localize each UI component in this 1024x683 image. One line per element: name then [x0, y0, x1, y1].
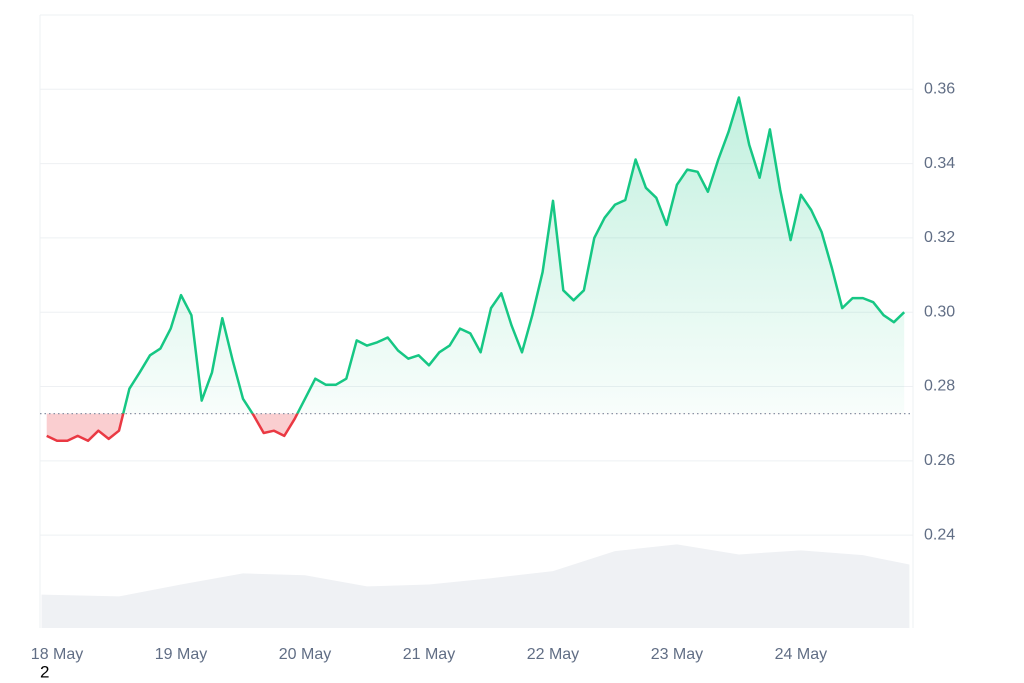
y-tick-label: 0.24: [924, 526, 955, 543]
y-tick-label: 0.34: [924, 155, 955, 172]
x-tick-label: 21 May: [403, 646, 455, 663]
x-tick-label: 19 May: [155, 646, 207, 663]
x-tick-label: 20 May: [279, 646, 331, 663]
y-tick-label: 0.32: [924, 229, 955, 246]
y-tick-label: 0.28: [924, 378, 955, 395]
x-tick-label: 23 May: [651, 646, 703, 663]
y-tick-label: 0.30: [924, 303, 955, 320]
x-tick-label: 24 May: [775, 646, 827, 663]
x-tick-label: 18 May: [31, 646, 83, 663]
volume-area: [41, 544, 910, 628]
y-tick-label: 0.36: [924, 81, 955, 98]
price-line: [46, 96, 906, 443]
price-area: [46, 97, 905, 441]
footnote: 2: [40, 662, 49, 681]
x-tick-label: 22 May: [527, 646, 579, 663]
y-tick-label: 0.26: [924, 452, 955, 469]
